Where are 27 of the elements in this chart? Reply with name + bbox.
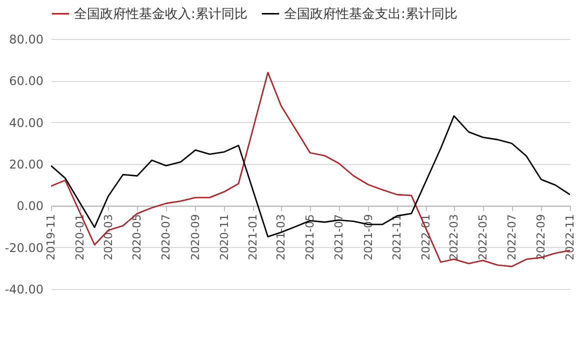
y-tick-label: -40.00: [4, 282, 44, 296]
x-tick-label: 2022-07: [505, 214, 518, 260]
x-tick-label: 2020-03: [102, 214, 115, 260]
x-tick-label: 2021-07: [332, 214, 346, 260]
x-tick-label: 2022-03: [447, 214, 460, 260]
x-tick-label: 2021-09: [362, 214, 375, 260]
x-tick-label: 2021-01: [246, 214, 260, 260]
legend-label: 全国政府性基金支出:累计同比: [284, 6, 458, 22]
legend-label: 全国政府性基金收入:累计同比: [74, 6, 248, 22]
y-tick-label: 40.00: [9, 116, 44, 130]
x-tick-label: 2020-01: [73, 214, 86, 260]
x-tick-label: 2021-03: [274, 214, 288, 260]
x-tick-label: 2019-11: [44, 214, 58, 260]
x-tick-label: 2020-05: [130, 214, 144, 260]
y-tick-label: 80.00: [9, 32, 44, 46]
x-tick-label: 2021-05: [304, 214, 317, 260]
y-tick-label: 20.00: [9, 158, 44, 172]
x-tick-label: 2022-11: [564, 214, 576, 260]
x-tick-label: 2022-09: [534, 214, 548, 260]
y-tick-label: 60.00: [9, 74, 44, 88]
y-tick-label: -20.00: [4, 240, 44, 255]
y-tick-label: 0.00: [16, 199, 44, 214]
x-tick-label: 2020-11: [218, 214, 231, 260]
x-tick-label: 2022-05: [476, 214, 490, 260]
x-tick-label: 2020-09: [188, 214, 202, 260]
x-tick-label: 2020-07: [160, 214, 173, 260]
x-tick-label: 2021-11: [390, 214, 404, 260]
